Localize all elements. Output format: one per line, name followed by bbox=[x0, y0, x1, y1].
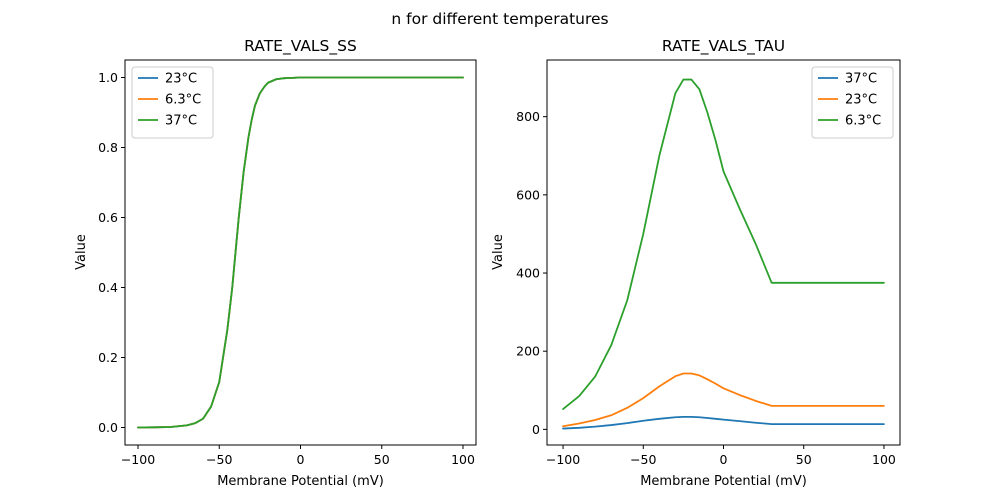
legend-entry-label: 23°C bbox=[165, 72, 197, 87]
y-tick-label: 0.8 bbox=[98, 140, 118, 155]
y-tick-label: 400 bbox=[516, 266, 540, 281]
series-line-6-3-c bbox=[562, 78, 885, 410]
x-tick-label: 100 bbox=[451, 452, 475, 467]
y-axis-label: Value bbox=[491, 234, 506, 270]
series-line-37-c bbox=[562, 415, 885, 430]
y-tick-label: 0.4 bbox=[98, 280, 118, 295]
x-tick-label: −50 bbox=[630, 452, 656, 467]
chart-rate-vals-ss: RATE_VALS_SS −100 −50 0 50 100 0.0 0.2 0.4 0.6 0.… bbox=[74, 37, 477, 489]
legend-entry-label: 37°C bbox=[165, 114, 197, 129]
legend-entry-label: 23°C bbox=[845, 93, 877, 108]
chart-title: RATE_VALS_SS bbox=[244, 37, 357, 56]
y-tick-label: 0.0 bbox=[98, 420, 118, 435]
x-axis-label: Membrane Potential (mV) bbox=[217, 474, 384, 489]
figure-suptitle: n for different temperatures bbox=[391, 10, 608, 28]
x-tick-label: −50 bbox=[206, 452, 232, 467]
x-tick-label: −100 bbox=[546, 452, 580, 467]
y-tick-label: 200 bbox=[516, 344, 540, 359]
x-tick-label: 100 bbox=[872, 452, 896, 467]
x-tick-label: 0 bbox=[297, 452, 305, 467]
y-axis-label: Value bbox=[74, 234, 89, 270]
x-tick-label: 0 bbox=[720, 452, 728, 467]
chart-title: RATE_VALS_TAU bbox=[662, 37, 785, 56]
x-tick-label: 50 bbox=[796, 452, 812, 467]
legend-entry-label: 6.3°C bbox=[165, 93, 201, 108]
chart-rate-vals-tau: RATE_VALS_TAU −100 −50 0 50 100 0 200 400 600 800… bbox=[491, 37, 901, 489]
y-tick-label: 0.6 bbox=[98, 210, 118, 225]
x-axis-label: Membrane Potential (mV) bbox=[640, 474, 807, 489]
legend: 23°C 6.3°C 37°C bbox=[131, 66, 214, 139]
legend-entry-label: 6.3°C bbox=[845, 114, 881, 129]
series-line-23-c bbox=[562, 372, 885, 428]
x-tick-label: 50 bbox=[374, 452, 390, 467]
y-tick-label: 800 bbox=[516, 109, 540, 124]
y-tick-label: 600 bbox=[516, 187, 540, 202]
y-tick-label: 0.2 bbox=[98, 350, 118, 365]
x-tick-label: −100 bbox=[121, 452, 155, 467]
legend: 37°C 23°C 6.3°C bbox=[811, 66, 894, 139]
y-tick-label: 1.0 bbox=[98, 70, 118, 85]
series-line-37-c bbox=[137, 76, 464, 429]
y-tick-label: 0 bbox=[532, 422, 540, 437]
legend-entry-label: 37°C bbox=[845, 72, 877, 87]
